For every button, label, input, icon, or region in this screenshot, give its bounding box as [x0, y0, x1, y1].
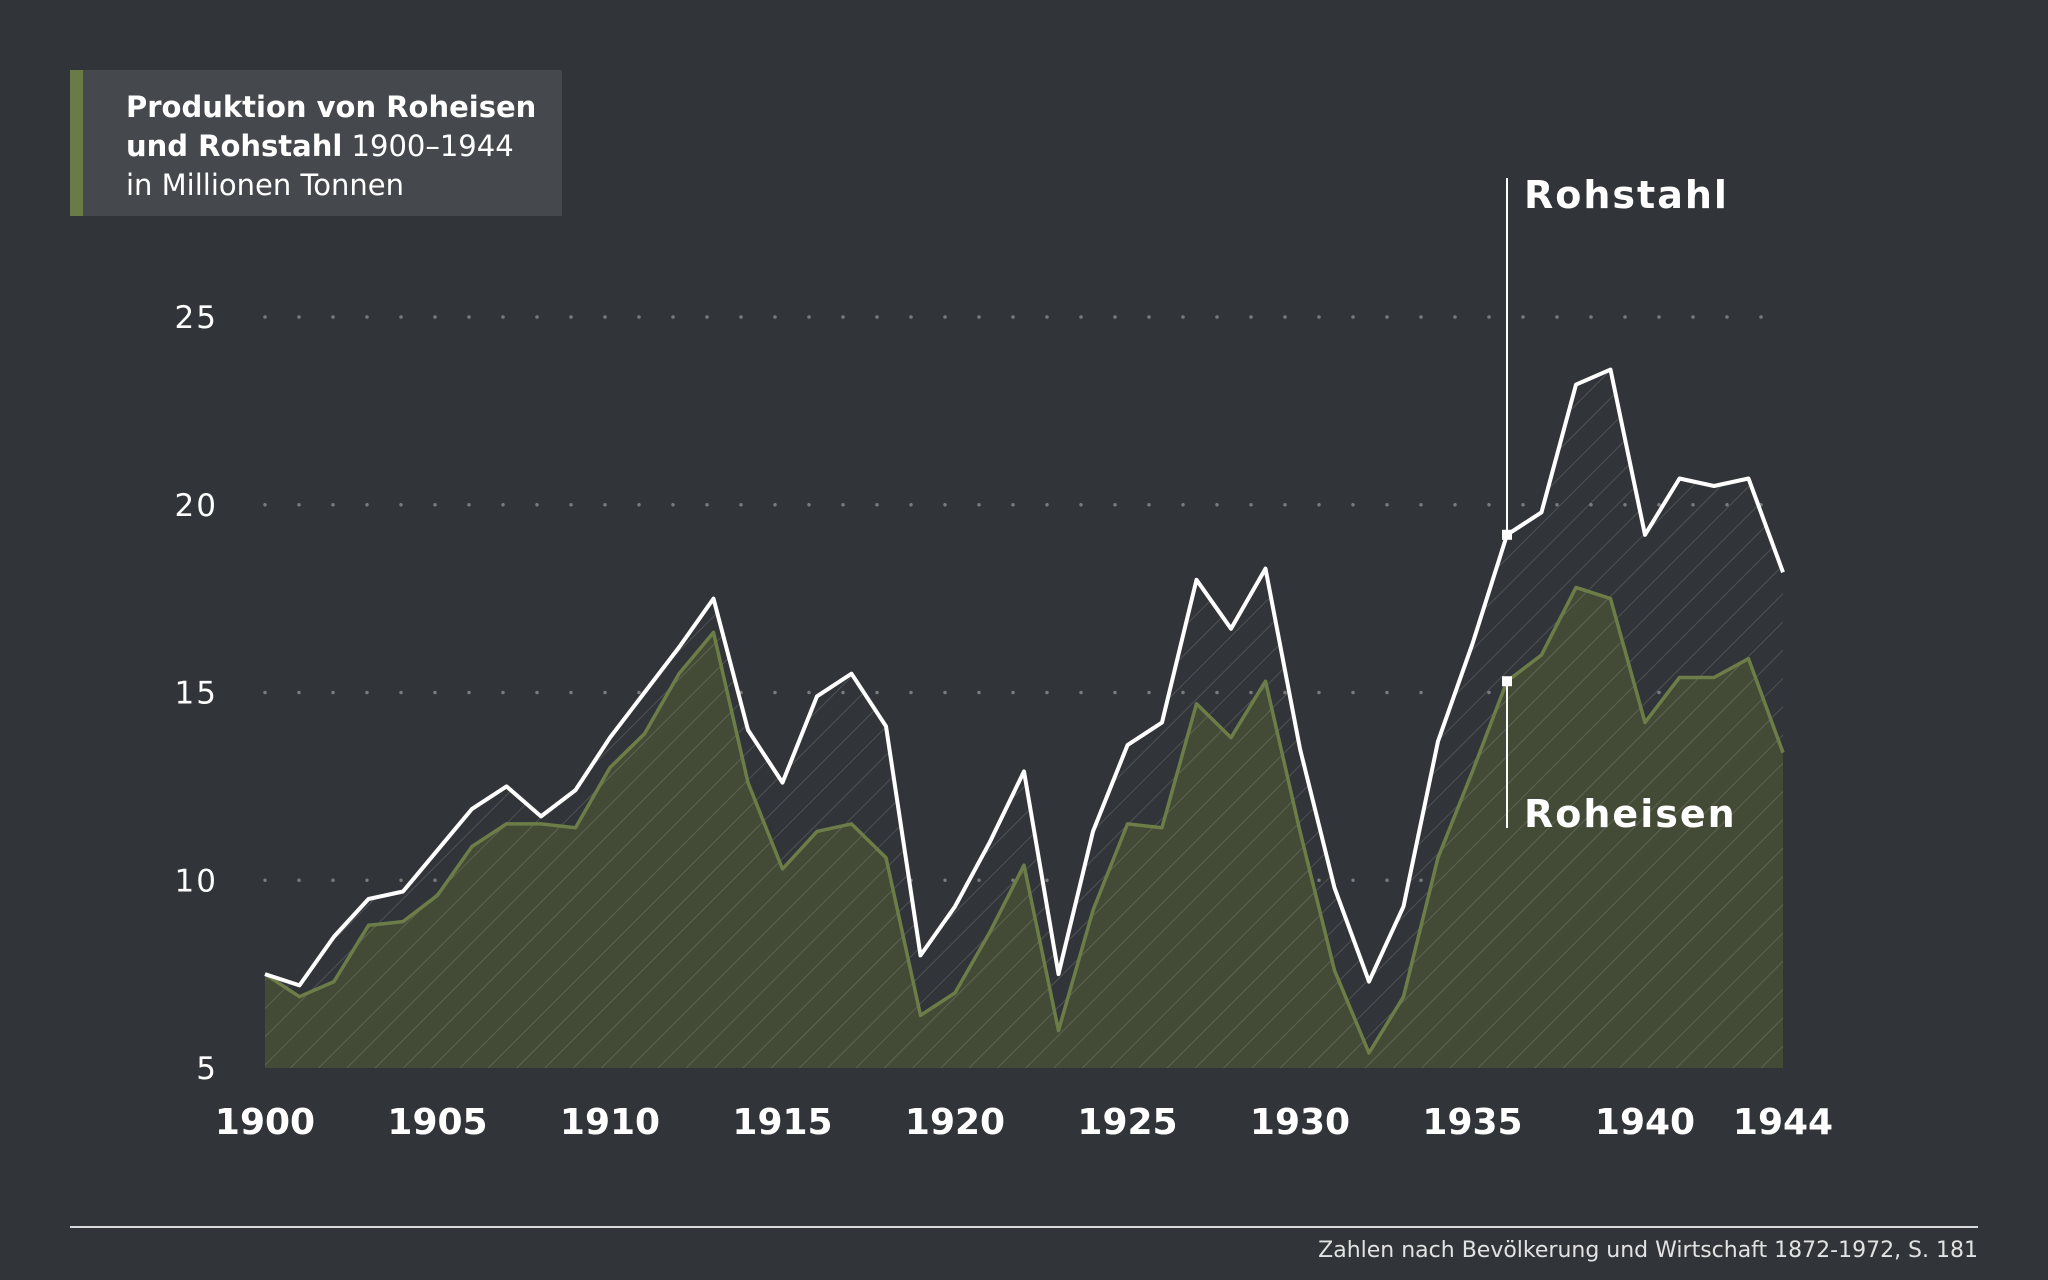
y-tick-label-5: 5	[196, 1051, 218, 1087]
roheisen-line	[264, 585, 1785, 1055]
x-tick-label-1940: 1940	[1595, 1102, 1695, 1143]
title-line-2: und Rohstahl 1900–1944	[126, 127, 546, 166]
title-line-1: Produktion von Roheisen	[126, 88, 546, 127]
y-axis: 5 10 15 20 25	[175, 300, 218, 1087]
x-tick-label-1920: 1920	[905, 1102, 1005, 1143]
rohstahl-line	[264, 367, 1785, 988]
y-tick-label-15: 15	[175, 676, 218, 712]
title-bold-1: Produktion von Roheisen	[126, 90, 537, 124]
y-tick-label-20: 20	[175, 488, 218, 524]
source-note: Zahlen nach Bevölkerung und Wirtschaft 1…	[1318, 1238, 1978, 1263]
annotations: Rohstahl Roheisen	[1502, 173, 1737, 836]
roheisen-series-label: Roheisen	[1524, 792, 1737, 836]
y-tick-label-25: 25	[175, 300, 218, 336]
x-tick-label-1935: 1935	[1422, 1102, 1522, 1143]
footer-rule	[70, 1226, 1978, 1228]
rohstahl-series-label: Rohstahl	[1524, 173, 1729, 217]
rohstahl-callout-marker	[1502, 529, 1512, 540]
y-tick-label-10: 10	[175, 863, 218, 899]
x-tick-label-1910: 1910	[560, 1102, 660, 1143]
x-tick-label-1905: 1905	[387, 1102, 487, 1143]
chart-title-box: Produktion von Roheisen und Rohstahl 190…	[70, 70, 562, 216]
x-tick-label-1925: 1925	[1077, 1102, 1177, 1143]
title-bold-2: und Rohstahl	[126, 129, 343, 163]
x-tick-label-1915: 1915	[732, 1102, 832, 1143]
x-tick-label-1930: 1930	[1250, 1102, 1350, 1143]
title-years: 1900–1944	[342, 129, 514, 163]
areas	[265, 369, 1783, 1069]
series-lines	[264, 367, 1785, 1055]
x-axis: 1900 1905 1910 1915 1920 1925 1930 1935 1940 1944	[215, 1102, 1833, 1143]
x-tick-label-1900: 1900	[215, 1102, 315, 1143]
title-accent-bar	[70, 70, 83, 216]
x-tick-label-1944: 1944	[1733, 1102, 1833, 1143]
roheisen-area-hatch	[265, 587, 1783, 1068]
roheisen-callout-marker	[1502, 676, 1512, 687]
title-unit: in Millionen Tonnen	[126, 168, 404, 202]
